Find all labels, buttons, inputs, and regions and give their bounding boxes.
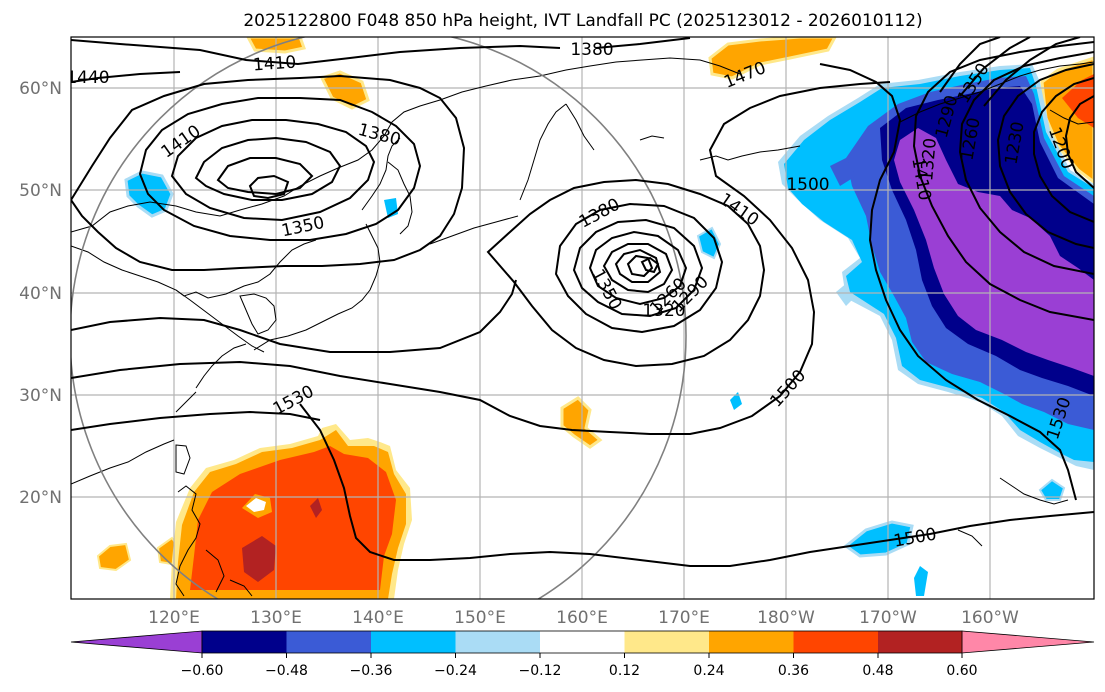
lat-tick-labels: 60°N 50°N 40°N 30°N 20°N [19, 79, 62, 508]
colorbar-min-extension [70, 630, 203, 654]
colorbar-segment [202, 631, 287, 653]
map-frame [70, 36, 1095, 600]
colorbar-segment [878, 631, 963, 653]
graticule [71, 37, 1094, 599]
colorbar-segment [793, 631, 879, 653]
contour-label: 1500 [786, 175, 829, 195]
height-contours [71, 37, 1094, 567]
colorbar-tick-label: 0.24 [693, 663, 724, 679]
colorbar-tick-label: 0.12 [609, 663, 640, 679]
map-panel: 1440 1410 1380 1470 1410 1380 1350 1380 … [66, 37, 1094, 599]
contour-label: 1410 [252, 53, 297, 76]
lon-tick-label: 140°E [352, 608, 404, 628]
contour-label: 1320 [642, 301, 685, 321]
lon-tick-label: 160°E [556, 608, 608, 628]
colorbar-tick-label: 0.60 [946, 663, 977, 679]
lon-tick-label: 130°E [250, 608, 302, 628]
contour-label: 1380 [570, 40, 613, 60]
colorbar-tick-label: 0.36 [778, 663, 809, 679]
colorbar-max-extension [961, 630, 1095, 654]
colorbar-tick-label: −0.24 [434, 663, 477, 679]
colorbar-tick-label: −0.12 [519, 663, 562, 679]
colorbar-segment [455, 631, 541, 653]
colorbar-tick-label: −0.60 [181, 663, 224, 679]
lon-tick-label: 160°W [961, 608, 1019, 628]
colorbar-tick-label: 0.48 [862, 663, 893, 679]
colorbar-segment [371, 631, 456, 653]
coastlines [71, 57, 1094, 597]
colorbar-outline [201, 630, 963, 654]
colorbar-ticks [201, 653, 963, 658]
lon-tick-label: 180°W [757, 608, 815, 628]
lat-tick-label: 40°N [19, 284, 62, 304]
lon-tick-label: 150°E [454, 608, 506, 628]
lat-tick-label: 50°N [19, 181, 62, 201]
landfall-domain-circle [71, 37, 687, 599]
lon-tick-label: 120°E [148, 608, 200, 628]
colorbar-segment [624, 631, 710, 653]
colorbar-tick-label: −0.48 [265, 663, 308, 679]
lon-tick-labels: 120°E 130°E 140°E 150°E 160°E 170°E 180°… [148, 608, 1019, 628]
lat-tick-label: 60°N [19, 79, 62, 99]
colorbar-segment [286, 631, 372, 653]
contour-label: 1440 [66, 68, 109, 88]
colorbar-segment [709, 631, 794, 653]
lat-tick-label: 30°N [19, 386, 62, 406]
lon-tick-label: 170°W [859, 608, 917, 628]
lat-tick-label: 20°N [19, 488, 62, 508]
colorbar: −0.60 −0.48 −0.36 −0.24 −0.12 0.12 0.24 … [70, 630, 1095, 679]
map-title: 2025122800 F048 850 hPa height, IVT Land… [243, 11, 922, 31]
colorbar-segment [540, 631, 625, 653]
lon-tick-label: 170°E [658, 608, 710, 628]
colorbar-tick-label: −0.36 [350, 663, 393, 679]
contour-label: 1320 [917, 137, 941, 182]
